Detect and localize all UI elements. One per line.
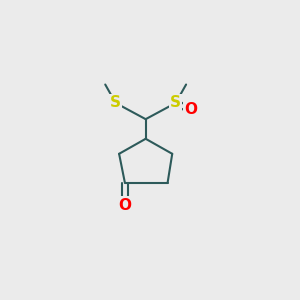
Text: S: S (110, 95, 121, 110)
Text: S: S (170, 95, 181, 110)
Text: O: O (118, 198, 131, 213)
Text: O: O (184, 102, 197, 117)
